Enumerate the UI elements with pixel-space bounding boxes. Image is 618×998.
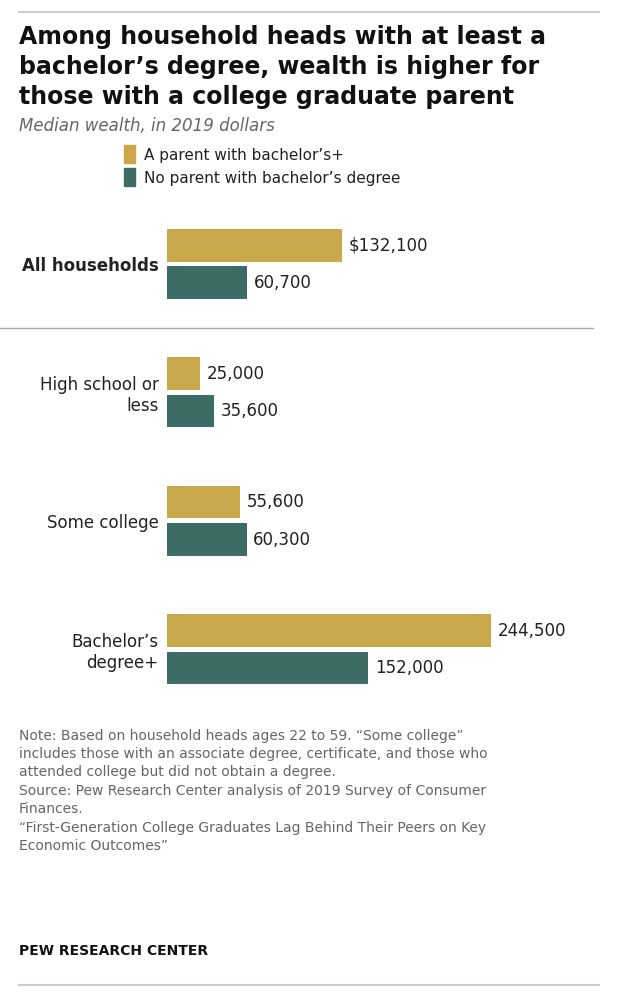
Bar	[167, 229, 342, 261]
Bar	[167, 615, 491, 647]
Bar	[167, 652, 368, 685]
Text: Median wealth, in 2019 dollars: Median wealth, in 2019 dollars	[19, 117, 274, 135]
Text: 152,000: 152,000	[375, 659, 443, 677]
Text: 25,000: 25,000	[206, 364, 265, 382]
Text: 244,500: 244,500	[497, 622, 565, 640]
Text: 60,300: 60,300	[253, 531, 311, 549]
Text: 35,600: 35,600	[221, 402, 279, 420]
Text: No parent with bachelor’s degree: No parent with bachelor’s degree	[144, 171, 400, 187]
Text: $132,100: $132,100	[349, 237, 428, 254]
Text: PEW RESEARCH CENTER: PEW RESEARCH CENTER	[19, 944, 208, 958]
Text: Among household heads with at least a: Among household heads with at least a	[19, 25, 546, 49]
Text: Note: Based on household heads ages 22 to 59. “Some college”
includes those with: Note: Based on household heads ages 22 t…	[19, 729, 487, 853]
Text: those with a college graduate parent: those with a college graduate parent	[19, 85, 514, 109]
Bar	[167, 486, 240, 519]
Text: 55,600: 55,600	[247, 493, 305, 511]
Bar	[167, 394, 214, 427]
Text: A parent with bachelor’s+: A parent with bachelor’s+	[144, 148, 344, 164]
Text: 60,700: 60,700	[254, 273, 311, 291]
Bar	[167, 357, 200, 390]
Text: bachelor’s degree, wealth is higher for: bachelor’s degree, wealth is higher for	[19, 55, 539, 79]
Bar	[167, 523, 247, 556]
Bar	[167, 266, 247, 298]
